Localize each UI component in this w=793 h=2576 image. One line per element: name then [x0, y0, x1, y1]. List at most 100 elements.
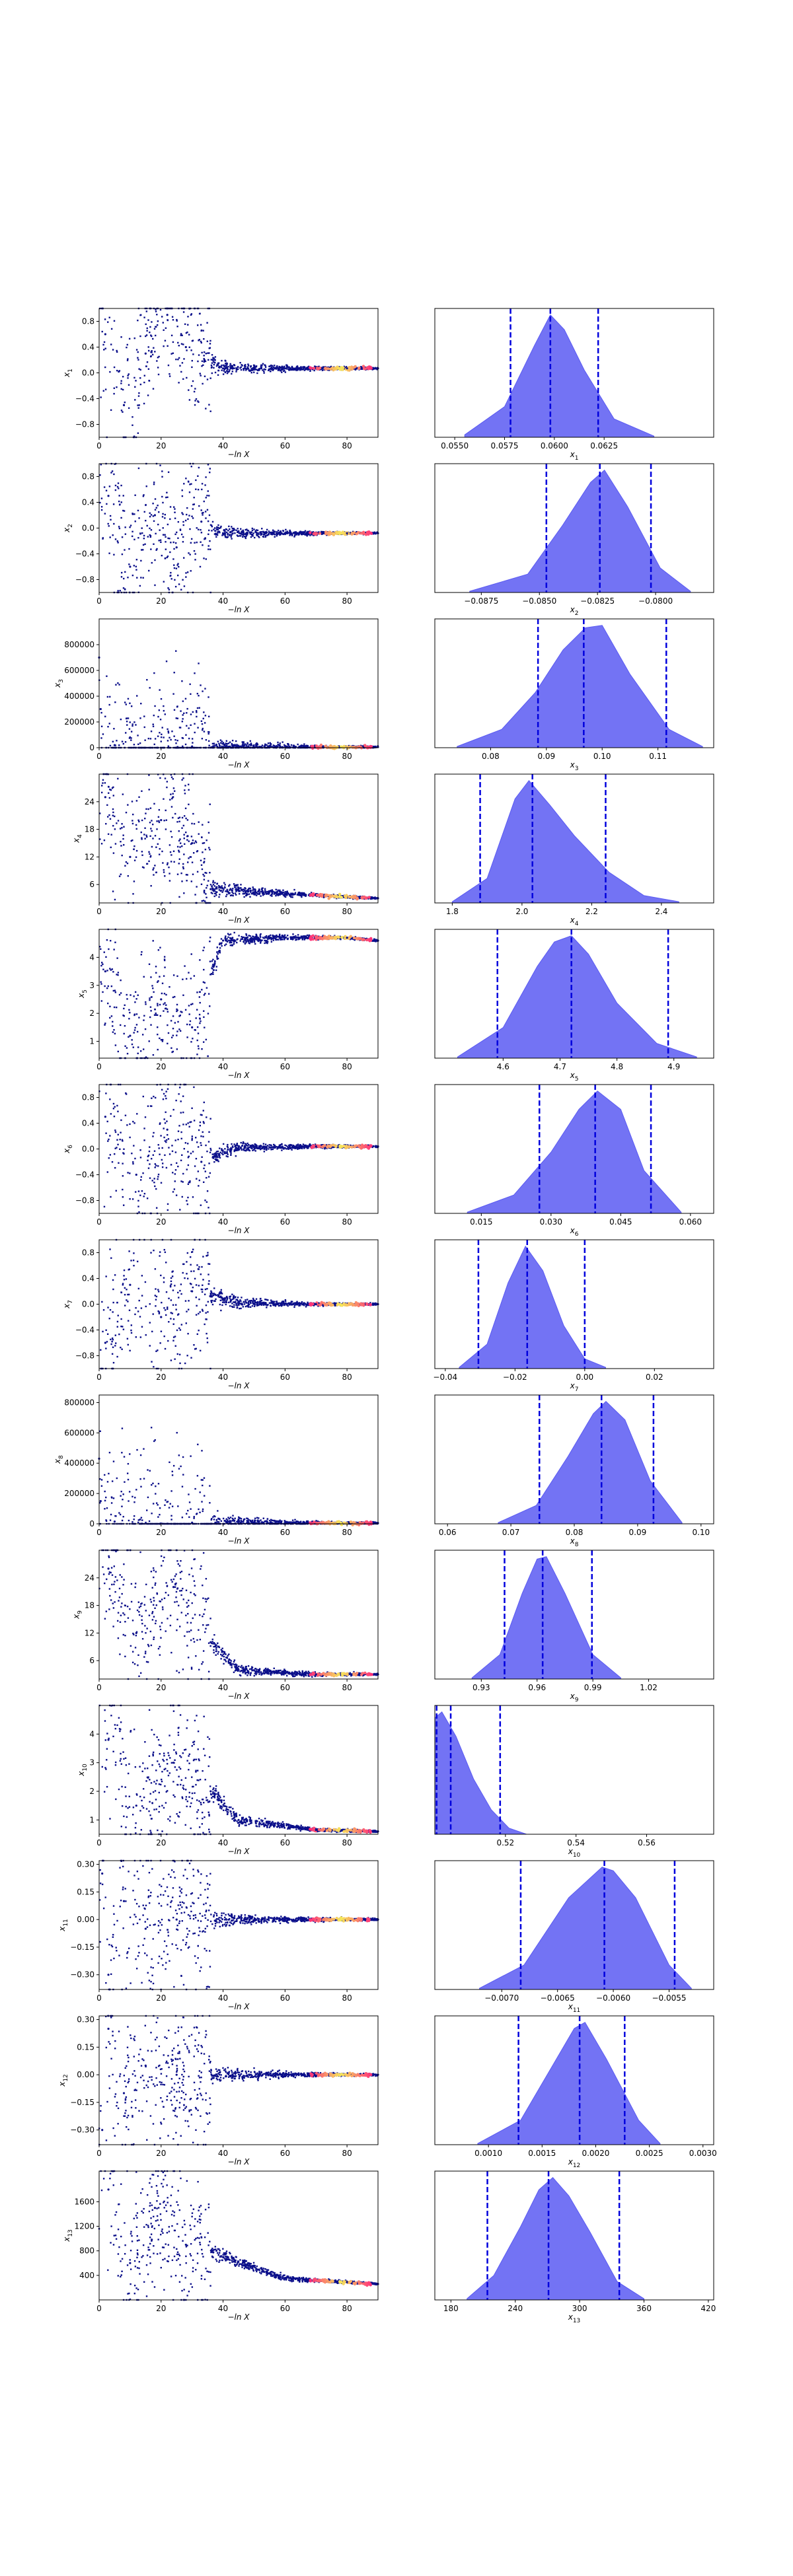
trace-sample-point: [153, 874, 155, 876]
trace-sample-point: [367, 898, 369, 900]
trace-sample-point: [164, 966, 166, 968]
trace-sample-point: [282, 366, 283, 368]
trace-sample-point: [145, 812, 147, 814]
trace-sample-point: [134, 386, 136, 388]
trace-sample-point: [110, 834, 112, 836]
trace-sample-point: [301, 744, 303, 746]
trace-sample-point: [190, 978, 192, 980]
trace-sample-point: [223, 369, 225, 371]
trace-sample-point: [128, 384, 130, 386]
trace-sample-point: [184, 519, 187, 522]
trace-sample-point: [146, 524, 148, 527]
trace-sample-point: [245, 939, 247, 941]
trace-sample-point: [146, 330, 148, 332]
trace-sample-point: [120, 410, 123, 411]
trace-sample-point: [198, 991, 201, 993]
trace-sample-point: [141, 866, 144, 868]
trace-sample-point: [213, 361, 215, 363]
trace-sample-point: [182, 863, 184, 865]
trace-sample-point: [188, 972, 190, 974]
trace-sample-point: [172, 778, 174, 780]
trace-sample-point: [133, 1032, 135, 1034]
trace-sample-point: [257, 937, 259, 939]
trace-sample-point: [343, 896, 345, 898]
trace-sample-point: [166, 491, 168, 494]
trace-sample-point: [307, 533, 309, 535]
trace-sample-point: [265, 937, 268, 939]
trace-sample-point: [112, 1025, 114, 1027]
trace-envelope-point-4-1: [129, 855, 132, 858]
trace-sample-point: [104, 1024, 106, 1026]
trace-sample-point: [218, 889, 221, 891]
trace-xtick-label-4-1: 20: [156, 907, 166, 916]
trace-sample-point: [208, 715, 210, 717]
trace-sample-point: [271, 534, 273, 536]
trace-sample-point: [255, 743, 257, 745]
trace-sample-point: [243, 536, 246, 538]
trace-sample-point: [192, 742, 194, 744]
trace-sample-point: [156, 360, 158, 362]
trace-sample-point: [113, 1006, 116, 1009]
trace-sample-point: [276, 890, 278, 893]
trace-sample-point: [199, 1022, 201, 1024]
trace-sample-point: [235, 745, 237, 747]
trace-sample-point: [221, 745, 223, 748]
trace-sample-point: [170, 830, 172, 833]
kde-area-2: [469, 469, 691, 593]
trace-sample-point: [191, 366, 193, 369]
kde-xtick-label-3-2: 0.10: [593, 752, 611, 761]
trace-sample-point: [252, 886, 254, 888]
trace-sample-point: [224, 371, 227, 374]
trace-sample-point: [261, 528, 263, 530]
trace-sample-point: [245, 941, 247, 944]
trace-sample-point: [287, 742, 289, 745]
trace-sample-point: [247, 365, 250, 367]
trace-sample-point: [203, 711, 205, 713]
kde-xtick-label-3-3: 0.11: [649, 752, 667, 761]
trace-sample-point: [233, 744, 235, 746]
trace-sample-point: [234, 886, 236, 888]
trace-sample-point: [252, 535, 254, 537]
trace-sample-point: [103, 839, 106, 841]
trace-sample-point: [178, 583, 180, 585]
trace-sample-point: [180, 334, 182, 336]
trace-sample-point: [165, 548, 167, 550]
trace-sample-point: [375, 532, 377, 534]
trace-sample-point: [196, 711, 198, 713]
trace-sample-point: [112, 971, 114, 973]
trace-sample-point: [182, 745, 184, 748]
trace-sample-point: [110, 846, 112, 849]
trace-sample-point: [262, 531, 264, 533]
trace-sample-point: [126, 998, 128, 1000]
trace-sample-point: [307, 746, 309, 748]
trace-sample-point: [110, 409, 112, 411]
trace-sample-point: [264, 942, 266, 945]
trace-sample-point: [270, 890, 272, 892]
trace-sample-point: [317, 532, 319, 534]
trace-sample-point: [350, 938, 352, 940]
trace-sample-point: [282, 530, 285, 532]
trace-sample-point: [232, 894, 234, 897]
trace-sample-point: [113, 728, 115, 730]
trace-sample-point: [237, 535, 239, 537]
trace-sample-point: [264, 534, 266, 536]
trace-sample-point: [118, 500, 120, 503]
trace-sample-point: [207, 490, 209, 492]
trace-sample-point: [349, 532, 352, 534]
trace-sample-point: [231, 939, 233, 942]
trace-sample-point: [186, 707, 188, 710]
trace-sample-point: [298, 937, 300, 939]
trace-sample-point: [109, 536, 111, 538]
trace-sample-point: [243, 531, 245, 533]
trace-sample-point: [163, 869, 165, 871]
trace-sample-point: [360, 368, 362, 370]
trace-sample-point: [292, 938, 294, 940]
trace-sample-point: [224, 886, 226, 889]
trace-sample-point: [229, 741, 231, 743]
trace-converged-point: [361, 530, 365, 534]
trace-sample-point: [299, 745, 301, 748]
trace-sample-point: [249, 935, 251, 937]
trace-sample-point: [145, 834, 147, 836]
trace-sample-point: [229, 530, 232, 533]
trace-sample-point: [252, 889, 254, 892]
